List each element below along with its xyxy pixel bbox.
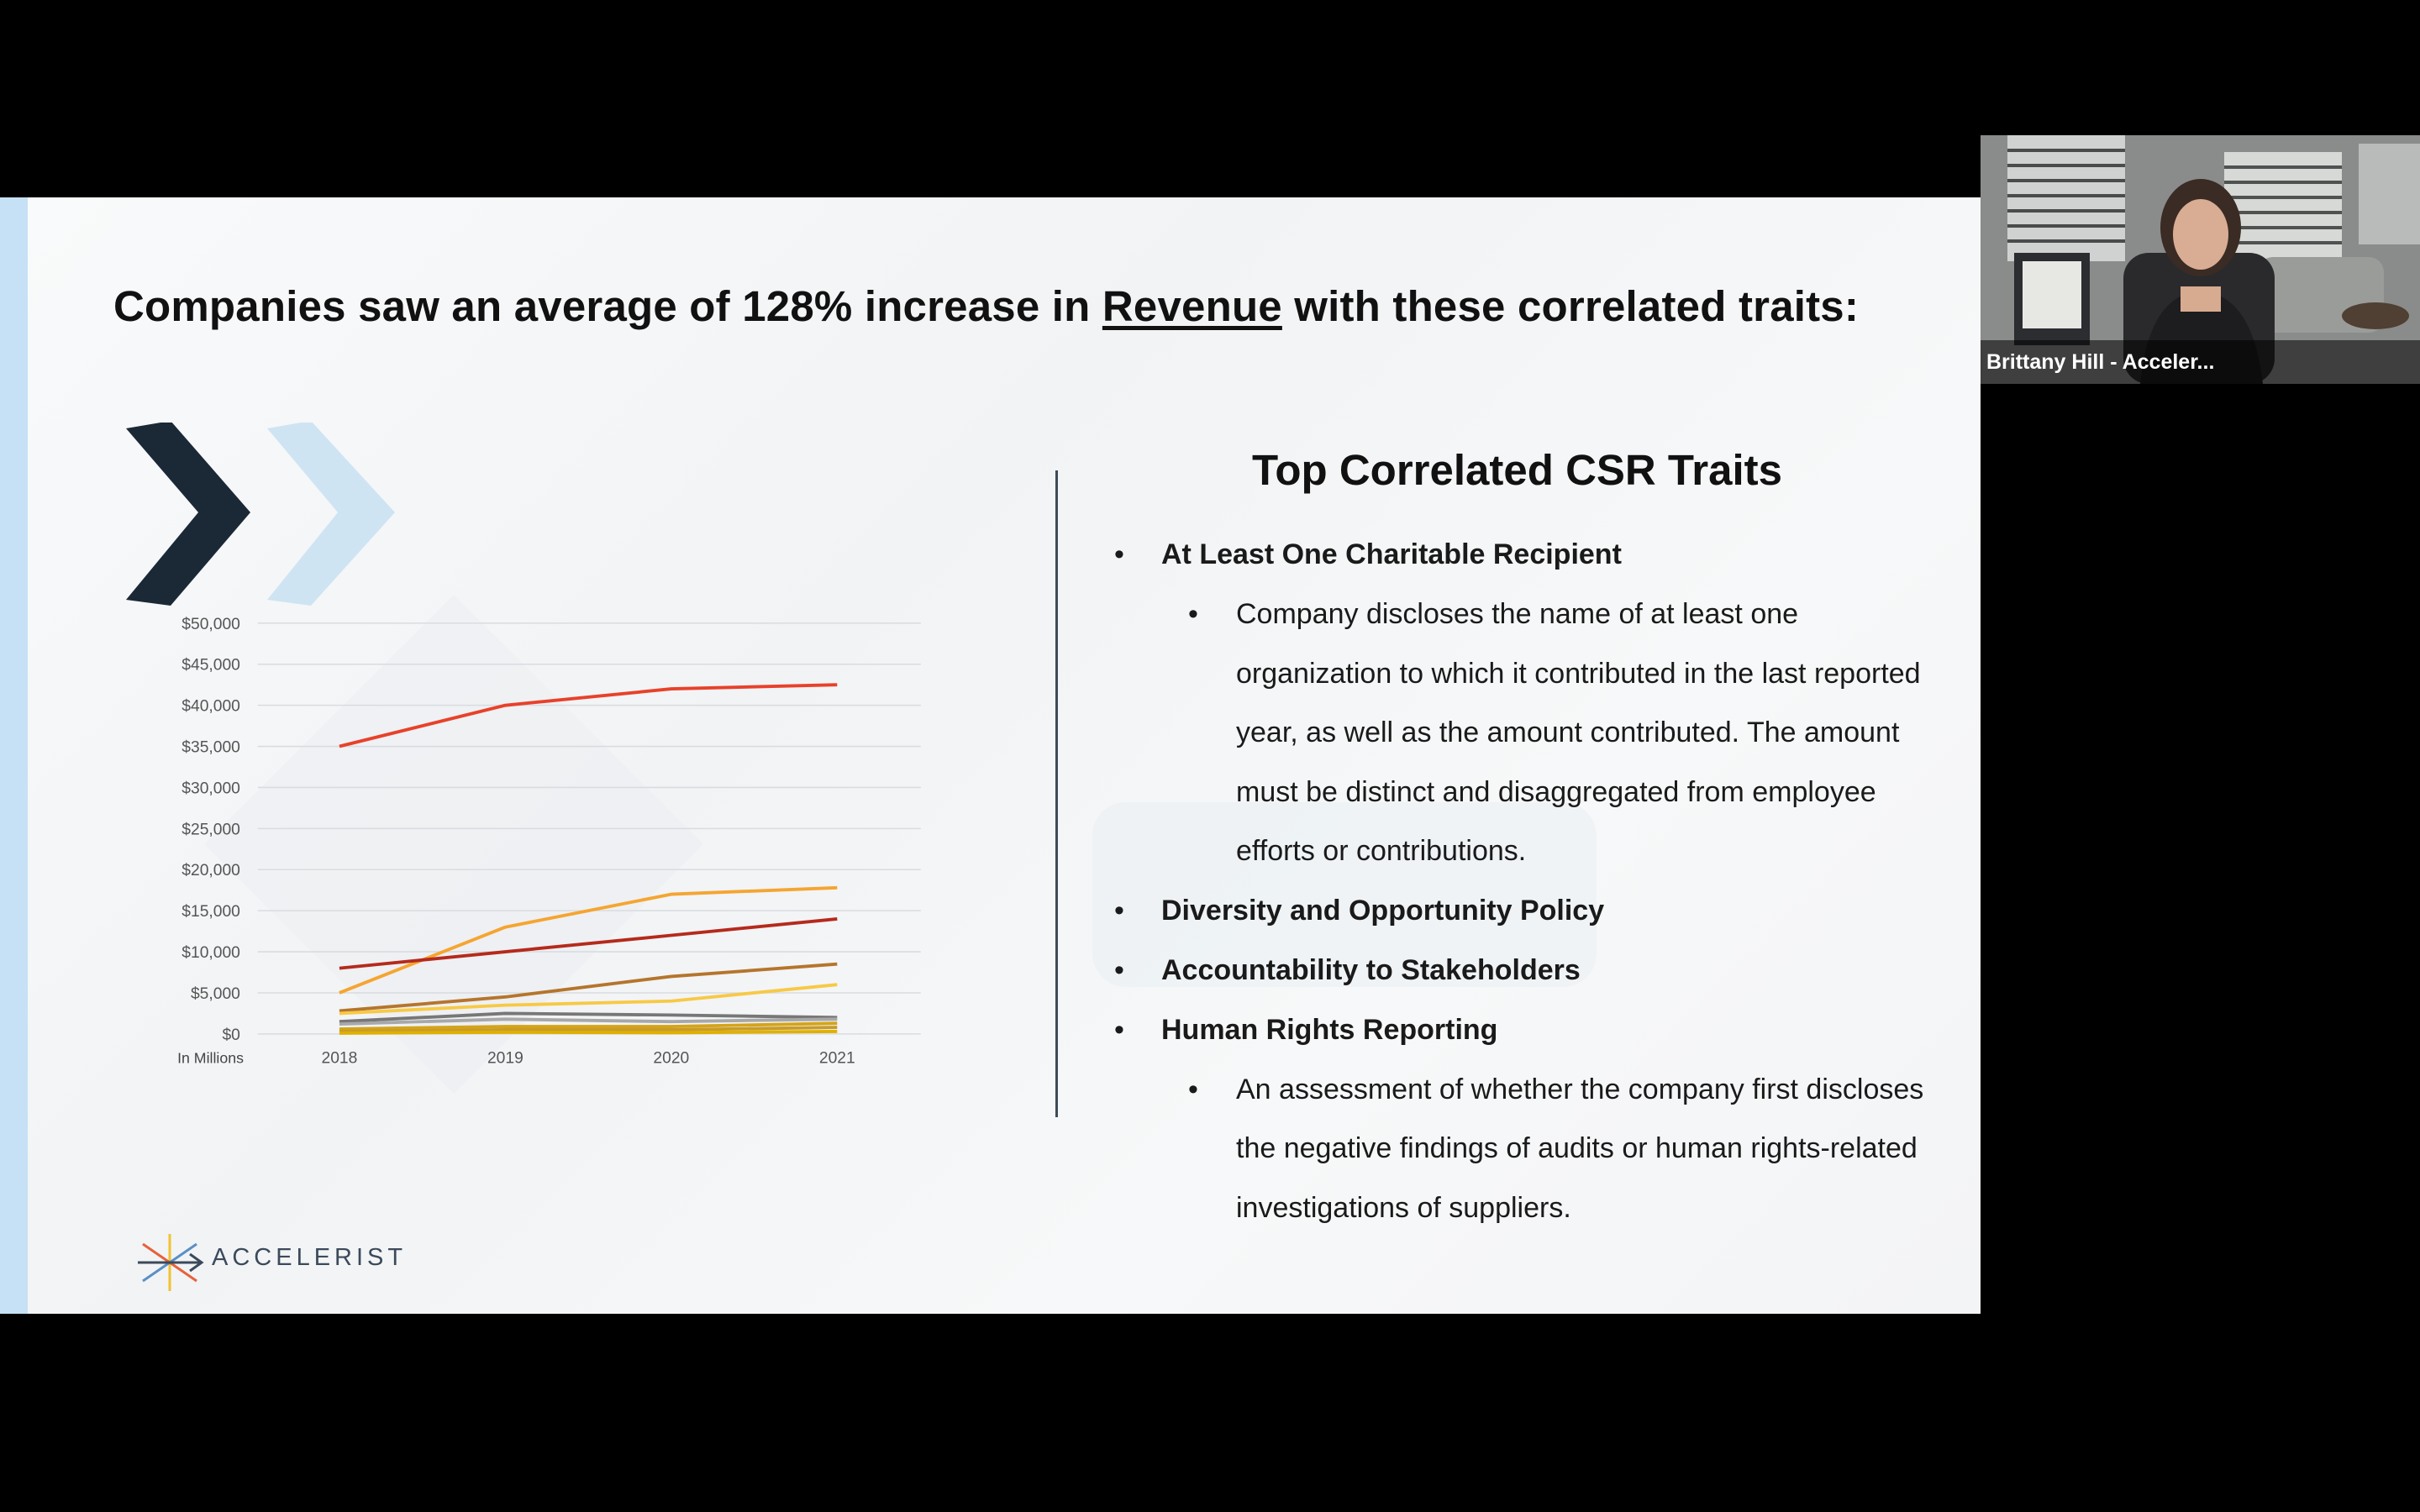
y-tick-label: $10,000	[182, 944, 240, 962]
chart-series-lines	[339, 683, 838, 1035]
trait-description: An assessment of whether the company fir…	[1114, 1060, 1954, 1238]
accelerist-logo-text: ACCELERIST	[212, 1244, 408, 1271]
vertical-divider	[1055, 470, 1058, 1117]
title-text-end: with these correlated traits:	[1281, 282, 1860, 330]
trait-item: Diversity and Opportunity Policy	[1114, 881, 1954, 941]
slide-title: Companies saw an average of 128% increas…	[113, 281, 1859, 331]
chevron-arrows-icon	[126, 423, 395, 606]
y-tick-label: $45,000	[182, 657, 240, 675]
y-tick-label: $0	[222, 1026, 239, 1044]
accelerist-logo: ACCELERIST	[134, 1232, 403, 1293]
trait-item: Accountability to Stakeholders	[1114, 941, 1954, 1000]
series-line-10	[339, 1030, 838, 1035]
chart-y-tick-labels: $0 $5,000 $10,000 $15,000 $20,000 $25,000 $30,…	[182, 616, 240, 1044]
series-line-1	[339, 683, 838, 748]
y-tick-label: $40,000	[182, 698, 240, 716]
dark-chevron	[126, 423, 250, 606]
csr-traits-list: At Least One Charitable RecipientCompany…	[1114, 525, 1954, 1237]
series-line-8	[339, 1021, 838, 1031]
title-text-start: Companies saw an average of 128% increas…	[113, 282, 1102, 330]
series-line-9	[339, 1026, 838, 1033]
series-line-4	[339, 962, 838, 1013]
trait-item: At Least One Charitable Recipient	[1114, 525, 1954, 585]
trait-description: Company discloses the name of at least o…	[1114, 585, 1954, 881]
chart-unit-label: In Millions	[177, 1050, 244, 1067]
x-tick-label: 2018	[321, 1050, 357, 1068]
participant-name-label: Brittany Hill - Acceler...	[1981, 340, 2420, 384]
presentation-slide: Companies saw an average of 128% increas…	[0, 197, 1981, 1314]
x-tick-label: 2020	[653, 1050, 689, 1068]
series-line-6	[339, 1011, 838, 1024]
x-tick-label: 2021	[819, 1050, 855, 1068]
y-tick-label: $5,000	[191, 985, 240, 1003]
series-line-3	[339, 917, 838, 970]
csr-traits-heading: Top Correlated CSR Traits	[1252, 446, 1783, 494]
chart-x-tick-labels: 2018 2019 2020 2021	[321, 1050, 855, 1068]
series-line-2	[339, 885, 838, 995]
y-tick-label: $15,000	[182, 903, 240, 921]
y-tick-label: $25,000	[182, 821, 240, 838]
y-tick-label: $50,000	[182, 616, 240, 633]
slide-accent-bar	[0, 197, 28, 1314]
y-tick-label: $35,000	[182, 738, 240, 756]
x-tick-label: 2019	[487, 1050, 523, 1068]
series-line-5	[339, 983, 838, 1016]
series-line-7	[339, 1017, 838, 1026]
title-underlined-word: Revenue	[1102, 282, 1282, 330]
revenue-line-chart: $0 $5,000 $10,000 $15,000 $20,000 $25,000 $30,…	[177, 616, 921, 1068]
y-tick-label: $20,000	[182, 862, 240, 879]
light-chevron	[267, 423, 395, 606]
participant-video-tile[interactable]: Brittany Hill - Acceler...	[1981, 135, 2420, 384]
y-tick-label: $30,000	[182, 780, 240, 797]
accelerist-logo-icon	[138, 1234, 204, 1291]
trait-item: Human Rights Reporting	[1114, 1000, 1954, 1060]
chart-gridlines	[257, 622, 921, 1035]
